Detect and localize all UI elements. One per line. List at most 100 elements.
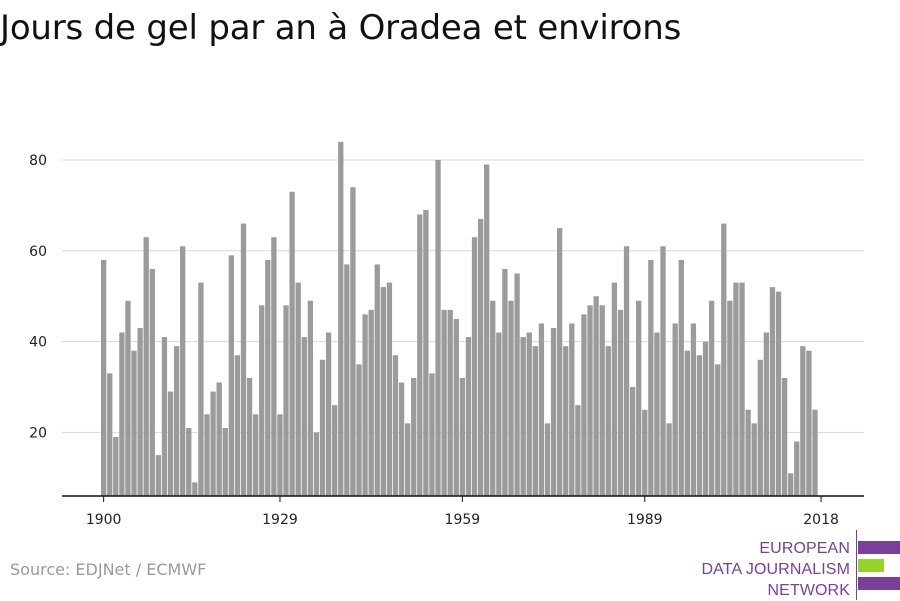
bar-1929 [277,414,283,496]
bar-1903 [119,332,125,496]
bar-1900 [101,259,107,496]
y-tick-label: 60 [29,244,47,260]
x-tick-label: 1959 [445,512,481,528]
bar-1989 [642,409,648,496]
bar-1972 [538,323,545,496]
brand-line-2: DATA JOURNALISM [701,561,850,578]
bar-1997 [690,323,697,496]
bar-1996 [684,350,690,496]
brand-bar-purple-bottom [858,577,900,590]
brand-line-3: NETWORK [767,582,850,599]
bar-1908 [149,268,155,496]
bar-1931 [289,191,295,496]
bar-1955 [435,160,441,496]
bar-1956 [441,309,447,496]
bar-1963 [484,164,490,497]
bar-1983 [605,346,611,496]
bar-1920 [222,427,228,496]
bar-1966 [502,268,508,496]
bar-1994 [672,323,678,496]
bar-2002 [721,223,727,496]
brand-logo-text: EUROPEAN DATA JOURNALISM NETWORK [702,538,850,601]
bar-1930 [283,305,289,496]
bar-1950 [405,423,411,496]
y-tick-label: 20 [29,425,47,441]
bar-1968 [514,273,520,496]
brand-bar-green [858,559,884,572]
y-axis: 20 40 60 80 [29,153,47,441]
brand-bar-purple-top [858,541,900,554]
x-tick-label: 1929 [262,512,298,528]
bar-2006 [745,409,751,496]
bar-1979 [581,314,587,496]
bar-1947 [386,282,393,496]
bar-1923 [240,223,247,496]
bar-1953 [423,209,429,496]
bar-1907 [143,237,149,496]
bar-1913 [180,246,186,496]
bar-2012 [781,377,788,496]
bar-1995 [678,259,684,496]
chart-title: Jours de gel par an à Oradea et environs [0,8,682,48]
x-tick-label: 1900 [86,512,122,528]
bar-2010 [769,287,776,496]
bar-1988 [636,300,642,496]
bar-1936 [319,359,326,496]
x-tick-label: 2018 [803,512,839,528]
bar-2004 [733,282,739,496]
bar-1922 [234,355,241,496]
bar-1919 [216,382,222,496]
bar-1944 [368,309,374,496]
bar-1911 [167,391,174,496]
bar-2001 [715,364,721,496]
bar-1962 [477,219,484,496]
bar-1901 [107,373,113,496]
bar-2005 [739,282,745,496]
bar-1965 [496,332,502,496]
bar-2011 [775,291,782,496]
y-tick-label: 40 [29,335,47,351]
bar-1964 [490,300,496,496]
bar-1942 [356,364,362,496]
bar-1914 [186,427,192,496]
bar-1992 [660,246,666,496]
bar-2013 [788,473,794,496]
bar-1998 [696,355,703,496]
bar-1906 [137,328,143,496]
bar-1969 [520,337,526,496]
bar-2003 [727,300,733,496]
bar-1928 [271,237,277,496]
bar-2000 [709,300,715,496]
bar-1924 [246,377,253,496]
bar-1917 [204,414,210,496]
brand-divider [856,530,857,600]
bar-1946 [380,287,386,496]
bar-1948 [392,355,399,496]
bar-1954 [429,373,435,496]
bars [101,141,818,497]
bar-1975 [557,228,563,497]
bar-2014 [794,441,800,496]
bar-1981 [593,296,599,496]
bar-1986 [623,246,630,496]
bar-2015 [800,346,806,496]
bar-1949 [398,382,405,496]
bar-1977 [569,323,575,496]
bar-1915 [192,482,198,496]
bar-1921 [228,255,234,496]
bar-1918 [210,391,216,496]
bar-1925 [253,414,259,496]
bar-1943 [362,314,368,496]
bar-1973 [544,423,551,496]
bar-1932 [295,282,301,496]
bar-2009 [763,332,770,496]
bar-1952 [417,214,423,496]
bar-1939 [338,141,344,497]
bar-1927 [265,259,271,496]
y-tick-label: 80 [29,153,47,169]
bar-2008 [757,359,763,496]
bar-1905 [131,350,137,496]
bar-1926 [259,305,265,496]
bar-1958 [453,318,459,496]
